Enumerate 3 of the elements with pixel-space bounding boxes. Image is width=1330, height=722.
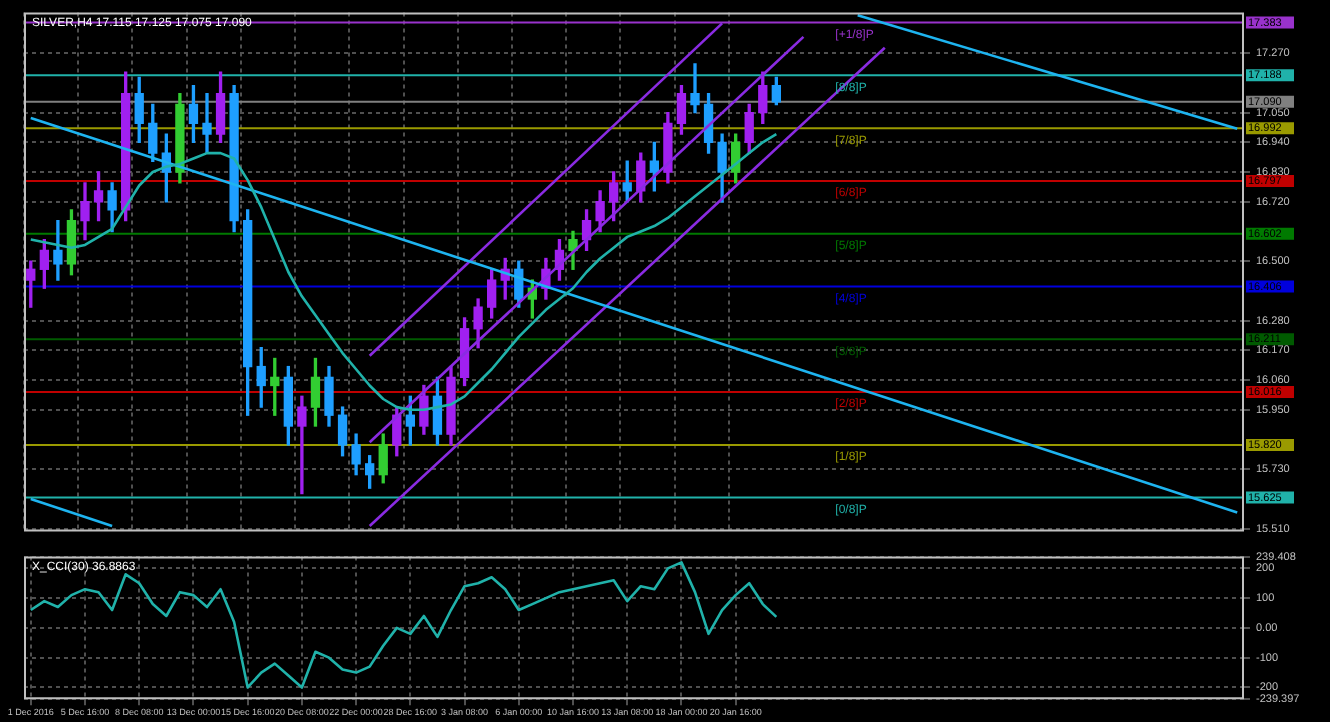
candlestick (202, 93, 212, 154)
candlestick (297, 395, 307, 495)
candlestick (690, 63, 700, 114)
